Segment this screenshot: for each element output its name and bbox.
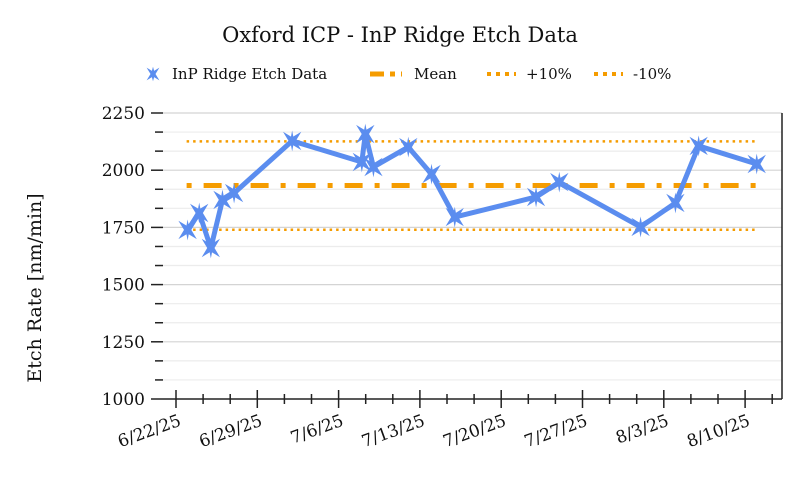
y-tick-label: 1750 (102, 218, 145, 238)
x-tick-label: 8/3/25 (613, 411, 671, 449)
data-point-marker-spike (406, 136, 411, 158)
data-point-marker-spike (232, 182, 237, 204)
data-point-marker-spike (197, 202, 202, 224)
y-tick-label: 2000 (102, 161, 145, 181)
data-point-marker-spike (220, 189, 225, 211)
y-tick-label: 1500 (102, 276, 145, 296)
data-point-marker-spike (754, 153, 759, 175)
x-tick-label: 7/13/25 (359, 411, 427, 452)
y-axis-label: Etch Rate [nm/min] (24, 193, 46, 382)
axes: 1000 1250 1500 1750 2000 2250 6/22/25 6/29/25 7/… (102, 104, 783, 452)
data-point-marker-spike (371, 156, 376, 178)
data-point-marker-spike (290, 130, 295, 152)
data-point-marker-spike (452, 206, 457, 228)
grid (163, 112, 782, 381)
data-point-marker-spike (185, 219, 190, 241)
chart-title: Oxford ICP - InP Ridge Etch Data (222, 23, 578, 47)
x-tick-label: 7/6/25 (288, 411, 346, 449)
reference-lines (186, 140, 758, 231)
data-point-marker-spike (557, 171, 562, 193)
data-point-marker-spike (534, 186, 539, 208)
legend-label-mean: Mean (414, 65, 457, 83)
legend-label-data: InP Ridge Etch Data (172, 65, 327, 83)
y-tick-label: 2250 (102, 104, 145, 124)
data-series (178, 123, 766, 259)
data-point-marker-spike (638, 216, 643, 238)
x-tick-label: 7/27/25 (522, 411, 590, 452)
x-tick-label: 8/10/25 (684, 411, 752, 452)
data-point-marker-spike (696, 135, 701, 157)
y-tick-label: 1250 (102, 333, 145, 353)
data-point-marker-spike (363, 123, 368, 145)
legend-marker-data-spike (151, 66, 155, 82)
data-point-marker-spike (429, 163, 434, 185)
data-point-marker-spike (359, 151, 364, 173)
data-point-marker-spike (208, 237, 213, 259)
legend-label-plus10: +10% (526, 65, 572, 83)
x-tick-label: 7/20/25 (440, 411, 508, 452)
x-tick-label: 6/22/25 (115, 411, 183, 452)
x-tick-label: 6/29/25 (197, 411, 265, 452)
y-tick-label: 1000 (102, 390, 145, 410)
data-point-marker-spike (673, 192, 678, 214)
legend-label-minus10: -10% (633, 65, 671, 83)
legend: InP Ridge Etch Data Mean +10% -10% (146, 65, 671, 83)
